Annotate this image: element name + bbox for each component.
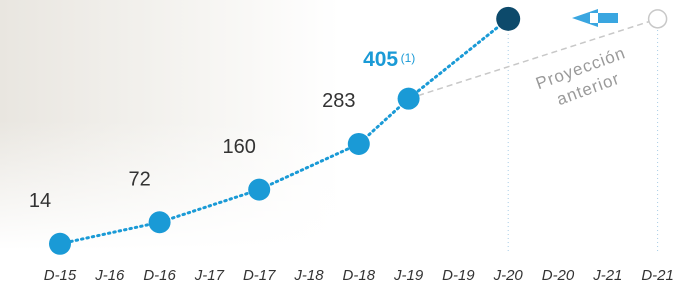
data-point <box>49 233 71 255</box>
chart: D-15 J-16 D-16 J-17 D-17 J-18 D-18 J-19 D-19 J-20… <box>0 0 676 288</box>
data-point <box>149 211 171 233</box>
data-label: 72 <box>128 169 150 191</box>
x-tick-label: J-18 <box>293 267 324 284</box>
x-tick-label: J-19 <box>393 267 424 284</box>
data-point <box>248 179 270 201</box>
x-tick-label: J-21 <box>592 267 622 284</box>
data-label: 283 <box>322 90 355 112</box>
data-label: 14 <box>29 190 51 212</box>
background-fade <box>0 120 340 250</box>
x-tick-label: J-17 <box>194 267 225 284</box>
footnote-marker: (1) <box>401 51 416 65</box>
x-tick-label: D-16 <box>143 267 176 284</box>
data-point <box>348 133 370 155</box>
x-tick-label: D-18 <box>343 267 376 284</box>
x-tick-label: J-16 <box>94 267 125 284</box>
x-tick-label: D-20 <box>542 267 575 284</box>
x-tick-label: D-15 <box>44 267 77 284</box>
arrow-icon <box>572 9 618 27</box>
data-label: 405 <box>363 48 398 71</box>
projection-label: Proyecciónanterior <box>533 44 635 115</box>
x-tick-label: D-21 <box>641 267 674 284</box>
projection-point <box>649 10 667 28</box>
x-tick-label: D-19 <box>442 267 475 284</box>
data-point <box>496 7 520 31</box>
x-tick-label: D-17 <box>243 267 276 284</box>
x-tick-label: J-20 <box>493 267 524 284</box>
data-label: 160 <box>223 136 256 158</box>
data-point <box>398 88 420 110</box>
